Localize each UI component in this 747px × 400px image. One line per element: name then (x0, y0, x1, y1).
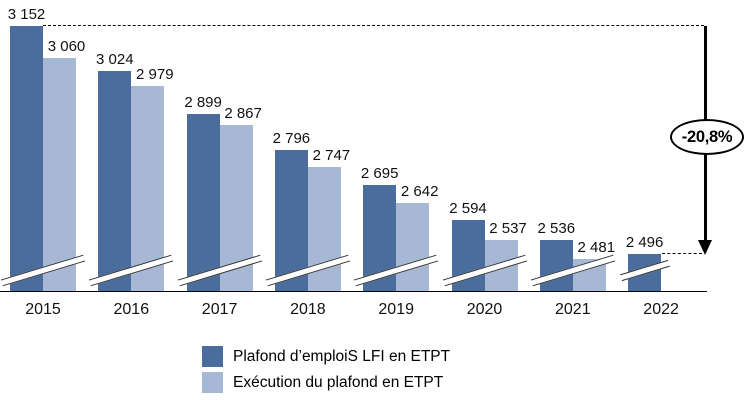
bar-lfi-2015 (10, 26, 43, 292)
value-label-execution-2015: 3 060 (47, 37, 86, 55)
axis-label-2016: 2016 (113, 301, 150, 318)
value-label-lfi-2021: 2 536 (537, 220, 576, 238)
legend-item-lfi: Plafond d’emploiS LFI en ETPT (202, 346, 450, 367)
axis-label-2015: 2015 (25, 301, 61, 318)
value-label-lfi-2015: 3 152 (7, 6, 46, 23)
legend: Plafond d’emploiS LFI en ETPT Exécution … (202, 346, 450, 398)
value-label-execution-2019: 2 642 (400, 183, 439, 201)
value-label-lfi-2020: 2 594 (449, 200, 487, 218)
final-level-dashed-line (662, 253, 702, 254)
legend-swatch-execution (202, 372, 223, 393)
value-label-lfi-2017: 2 899 (184, 93, 222, 111)
axis-label-2017: 2017 (201, 301, 238, 318)
value-label-lfi-2016: 3 024 (96, 50, 134, 68)
value-label-execution-2018: 2 747 (312, 146, 351, 164)
bar-lfi-2016 (98, 70, 132, 292)
value-label-execution-2017: 2 867 (224, 105, 262, 123)
axis-label-2022: 2022 (643, 301, 679, 318)
value-label-lfi-2019: 2 695 (360, 164, 399, 182)
percent-change-label: -20,8% (681, 127, 733, 146)
bar-execution-2018 (307, 166, 341, 292)
x-axis-line (0, 290, 707, 292)
value-label-execution-2021: 2 481 (577, 239, 616, 257)
legend-item-execution: Exécution du plafond en ETPT (202, 372, 450, 393)
percent-change-badge: -20,8% (670, 119, 744, 155)
axis-label-2020: 2020 (466, 301, 503, 318)
axis-label-2021: 2021 (555, 301, 591, 318)
legend-swatch-lfi (202, 346, 223, 367)
legend-label-execution: Exécution du plafond en ETPT (233, 373, 444, 391)
value-label-execution-2020: 2 537 (489, 219, 527, 237)
bar-lfi-2017 (186, 113, 220, 292)
bar-execution-2015 (43, 57, 76, 292)
legend-label-lfi: Plafond d’emploiS LFI en ETPT (233, 347, 451, 365)
value-label-lfi-2022: 2 496 (625, 234, 664, 252)
bar-lfi-2021 (539, 240, 573, 292)
axis-label-2018: 2018 (290, 301, 326, 318)
value-label-lfi-2018: 2 796 (272, 129, 311, 147)
decline-arrow-head-icon (697, 240, 712, 255)
axis-label-2019: 2019 (378, 301, 414, 318)
bar-execution-2019 (396, 203, 430, 292)
value-label-execution-2016: 2 979 (136, 66, 174, 84)
ceiling-reference-dashed-line (43, 25, 704, 26)
